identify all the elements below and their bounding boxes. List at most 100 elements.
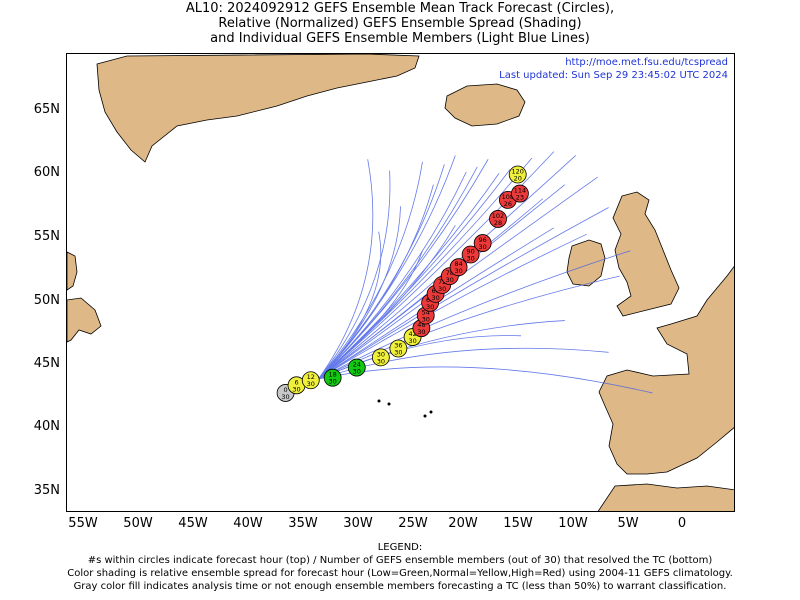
- member-track-line: [318, 170, 391, 380]
- track-point-members: 30: [329, 378, 337, 386]
- track-point-hour: 36: [394, 341, 402, 349]
- track-point-hour: 12: [307, 373, 315, 381]
- lon-label: 40W: [233, 516, 263, 531]
- member-track-line: [318, 159, 374, 380]
- track-point-members: 30: [292, 385, 300, 393]
- track-point-circle: [301, 371, 320, 390]
- lat-label: 45N: [33, 356, 60, 371]
- land: [67, 54, 734, 511]
- azores-island: [387, 402, 391, 406]
- ireland: [566, 239, 606, 287]
- legend-line-1: #s within circles indicate forecast hour…: [87, 555, 713, 566]
- ensemble-member-tracks: [318, 151, 653, 394]
- track-point-members: 30: [426, 303, 434, 311]
- lat-label: 65N: [33, 102, 60, 117]
- track-point-circle: [371, 348, 390, 367]
- track-point-members: 30: [438, 285, 446, 293]
- lon-label: 25W: [398, 516, 428, 531]
- track-point-hour: 30: [377, 350, 385, 358]
- chart-title: AL10: 2024092912 GEFS Ensemble Mean Trac…: [0, 1, 800, 46]
- europe-mainland: [598, 265, 734, 475]
- track-point-members: 30: [307, 380, 315, 388]
- track-point-members: 30: [446, 276, 454, 284]
- great-britain: [612, 191, 680, 317]
- track-point-circle: [508, 165, 527, 184]
- track-point-hour: 84: [454, 260, 462, 268]
- last-updated: Last updated: Sun Sep 29 23:45:02 UTC 20…: [499, 70, 728, 81]
- labrador: [67, 251, 78, 291]
- track-point-hour: 54: [422, 308, 430, 316]
- track-point-hour: 90: [466, 248, 474, 256]
- legend: LEGEND: #s within circles indicate forec…: [0, 541, 800, 593]
- mean-track: 0306301230183024303030363042304830543060…: [276, 165, 529, 402]
- track-point-circle: [511, 184, 529, 203]
- iceland: [444, 83, 526, 127]
- source-url[interactable]: http://moe.met.fsu.edu/tcspread: [565, 57, 728, 68]
- title-line-3: and Individual GEFS Ensemble Members (Li…: [210, 31, 590, 46]
- lat-label: 60N: [33, 165, 60, 180]
- newfoundland: [67, 297, 102, 343]
- track-point-hour: 102: [492, 212, 504, 220]
- legend-heading: LEGEND:: [377, 542, 423, 553]
- lat-label: 35N: [33, 483, 60, 498]
- member-track-line: [318, 161, 423, 380]
- track-point-hour: 48: [417, 321, 425, 329]
- lon-label: 50W: [123, 516, 153, 531]
- lon-label: 35W: [288, 516, 318, 531]
- track-point-circle: [347, 358, 366, 377]
- azores-island: [423, 414, 427, 418]
- lat-label: 55N: [33, 229, 60, 244]
- track-point-hour: 0: [284, 386, 288, 394]
- track-point-hour: 114: [514, 187, 526, 195]
- map-area: 0306301230183024303030363042304830543060…: [66, 53, 735, 512]
- member-track-line: [318, 231, 382, 380]
- member-track-line: [318, 184, 434, 380]
- track-point-members: 30: [431, 294, 439, 302]
- track-point-members: 30: [281, 393, 289, 401]
- legend-line-3: Gray color fill indicates analysis time …: [73, 581, 727, 592]
- azores-island: [429, 410, 433, 414]
- lon-label: 10W: [558, 516, 588, 531]
- azores-island: [377, 399, 381, 403]
- track-point-circle: [489, 210, 507, 228]
- legend-line-2: Color shading is relative ensemble sprea…: [67, 568, 733, 579]
- track-point-members: 30: [479, 243, 487, 251]
- track-point-circle: [389, 339, 408, 358]
- member-track-line: [318, 250, 423, 380]
- track-point-members: 30: [408, 337, 416, 345]
- track-point-circle: [323, 368, 342, 387]
- lat-label: 40N: [33, 419, 60, 434]
- lat-label: 50N: [33, 293, 60, 308]
- track-point-members: 28: [494, 219, 502, 227]
- track-point-members: 23: [516, 194, 524, 202]
- track-point-members: 20: [514, 175, 522, 183]
- track-point-members: 30: [422, 315, 430, 323]
- track-point-circle: [461, 245, 480, 264]
- lon-label: 15W: [503, 516, 533, 531]
- map-canvas: 0306301230183024303030363042304830543060…: [67, 54, 734, 511]
- track-point-members: 30: [466, 255, 474, 263]
- track-point-members: 30: [353, 368, 361, 376]
- track-point: 630: [287, 376, 306, 395]
- track-point-circle: [449, 258, 468, 277]
- track-point-hour: 96: [479, 236, 487, 244]
- track-point-hour: 18: [329, 371, 337, 379]
- track-point-members: 30: [417, 328, 425, 336]
- info-block: http://moe.met.fsu.edu/tcspread Last upd…: [499, 56, 728, 82]
- africa: [597, 483, 734, 511]
- track-point-hour: 72: [438, 278, 446, 286]
- lon-label: 55W: [68, 516, 98, 531]
- track-point-hour: 42: [408, 330, 416, 338]
- track-point-hour: 108: [502, 193, 514, 201]
- greenland: [96, 54, 420, 163]
- lon-label: 5W: [617, 516, 639, 531]
- track-point-hour: 6: [294, 378, 298, 386]
